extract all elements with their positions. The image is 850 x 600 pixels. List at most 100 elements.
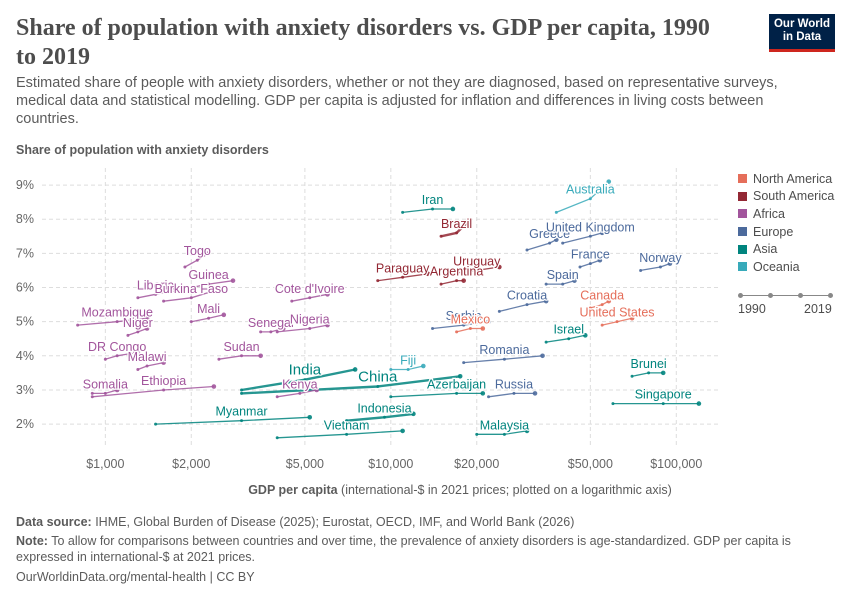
legend-item[interactable]: North America bbox=[738, 170, 834, 188]
data-point bbox=[90, 395, 94, 399]
country-label[interactable]: Serbia bbox=[444, 308, 483, 325]
country-label[interactable]: Malawi bbox=[126, 349, 167, 366]
data-point bbox=[497, 309, 501, 313]
country-label[interactable]: Nigeria bbox=[289, 311, 331, 328]
country-label[interactable]: Iran bbox=[421, 192, 445, 209]
country-label[interactable]: Russia bbox=[494, 376, 535, 393]
country-label[interactable]: Greece bbox=[528, 226, 572, 243]
data-point bbox=[308, 296, 312, 300]
country-label[interactable]: Indonesia bbox=[356, 400, 413, 417]
data-point bbox=[126, 333, 130, 337]
data-point bbox=[661, 402, 665, 406]
country-label[interactable]: Ethiopia bbox=[140, 373, 188, 390]
data-point bbox=[345, 419, 349, 423]
legend-item[interactable]: South America bbox=[738, 188, 834, 206]
country-label[interactable]: Brazil bbox=[440, 216, 474, 233]
country-label[interactable]: Croatia bbox=[506, 287, 549, 304]
country-label[interactable]: Mali bbox=[196, 301, 221, 318]
country-label[interactable]: Malaysia bbox=[478, 417, 530, 434]
legend-swatch bbox=[738, 227, 747, 237]
country-label[interactable]: Vietnam bbox=[323, 417, 371, 434]
data-point bbox=[189, 286, 193, 290]
chart-note: Note: To allow for comparisons between c… bbox=[16, 533, 836, 565]
country-label[interactable]: Liberia bbox=[136, 277, 176, 294]
data-point bbox=[207, 316, 211, 320]
data-point bbox=[696, 401, 702, 406]
country-label[interactable]: Romania bbox=[478, 342, 531, 359]
data-point bbox=[115, 320, 119, 324]
owid-logo[interactable]: Our World in Data bbox=[769, 14, 835, 52]
country-label[interactable]: Cote d'Ivoire bbox=[274, 281, 346, 298]
data-point bbox=[475, 268, 479, 272]
country-label[interactable]: Singapore bbox=[633, 386, 693, 403]
data-point bbox=[497, 264, 502, 270]
data-point bbox=[389, 395, 393, 399]
country-label[interactable]: Canada bbox=[579, 287, 625, 304]
data-point bbox=[421, 363, 426, 369]
country-label[interactable]: Kenya bbox=[281, 376, 319, 393]
country-label[interactable]: France bbox=[570, 246, 611, 263]
country-label[interactable]: Spain bbox=[545, 267, 580, 284]
data-point bbox=[447, 272, 451, 276]
country-label[interactable]: Guinea bbox=[187, 267, 230, 284]
country-label[interactable]: Sudan bbox=[222, 339, 261, 356]
country-label[interactable]: Mexico bbox=[449, 311, 491, 328]
timeline-end-label: 2019 bbox=[804, 302, 832, 316]
country-label[interactable]: Norway bbox=[638, 250, 684, 267]
timeline-dot-end[interactable] bbox=[828, 293, 833, 298]
country-label[interactable]: India bbox=[287, 360, 323, 380]
country-label[interactable]: Somalia bbox=[81, 376, 129, 393]
trajectory-line bbox=[218, 355, 261, 360]
data-point bbox=[544, 340, 548, 344]
legend-item[interactable]: Oceania bbox=[738, 258, 834, 276]
country-label[interactable]: Mozambique bbox=[80, 304, 154, 321]
country-label[interactable]: Brunei bbox=[629, 356, 668, 373]
country-label[interactable]: United States bbox=[578, 304, 656, 321]
country-label[interactable]: Myanmar bbox=[214, 403, 269, 420]
data-point bbox=[389, 367, 393, 371]
data-point bbox=[525, 248, 529, 252]
data-point bbox=[114, 387, 120, 393]
data-point bbox=[211, 288, 217, 294]
data-point bbox=[425, 271, 431, 277]
data-point bbox=[352, 367, 358, 372]
legend-label: Africa bbox=[753, 206, 785, 221]
country-label[interactable]: Argentina bbox=[429, 263, 485, 280]
x-axis-title: GDP per capita (international-$ in 2021 … bbox=[160, 482, 760, 498]
legend-label: Asia bbox=[753, 242, 778, 257]
data-point bbox=[578, 265, 582, 269]
data-point bbox=[144, 315, 150, 321]
footer-url[interactable]: OurWorldinData.org/mental-health | CC BY bbox=[16, 570, 255, 584]
timeline-dot-start[interactable] bbox=[738, 293, 743, 298]
data-point bbox=[464, 220, 470, 225]
legend-item[interactable]: Europe bbox=[738, 223, 834, 241]
x-tick-label: $100,000 bbox=[650, 457, 702, 471]
country-label[interactable]: Burkina Faso bbox=[153, 281, 229, 298]
data-point bbox=[629, 315, 635, 321]
country-label[interactable]: DR Congo bbox=[87, 339, 148, 356]
legend-item[interactable]: Asia bbox=[738, 240, 834, 258]
country-label[interactable]: United Kingdom bbox=[545, 219, 636, 236]
country-label[interactable]: Fiji bbox=[399, 352, 417, 369]
country-label[interactable]: Uruguay bbox=[452, 253, 502, 270]
country-label[interactable]: Australia bbox=[565, 181, 616, 198]
country-label[interactable]: Togo bbox=[183, 243, 213, 260]
data-point bbox=[298, 391, 302, 395]
data-point bbox=[259, 330, 263, 334]
legend-item[interactable]: Africa bbox=[738, 205, 834, 223]
data-point bbox=[135, 350, 141, 355]
data-point bbox=[240, 419, 244, 423]
country-label[interactable]: Paraguay bbox=[375, 260, 432, 277]
country-label[interactable]: Niger bbox=[122, 315, 154, 332]
country-label[interactable]: Israel bbox=[552, 321, 585, 338]
data-point bbox=[462, 361, 466, 365]
country-label[interactable]: China bbox=[357, 367, 399, 387]
trajectory-line bbox=[390, 392, 483, 398]
data-point bbox=[230, 278, 236, 283]
country-label[interactable]: Senegal bbox=[247, 315, 295, 332]
country-label[interactable]: Azerbaijan bbox=[426, 376, 488, 393]
y-axis-title: Share of population with anxiety disorde… bbox=[16, 143, 269, 157]
data-point bbox=[532, 391, 538, 396]
